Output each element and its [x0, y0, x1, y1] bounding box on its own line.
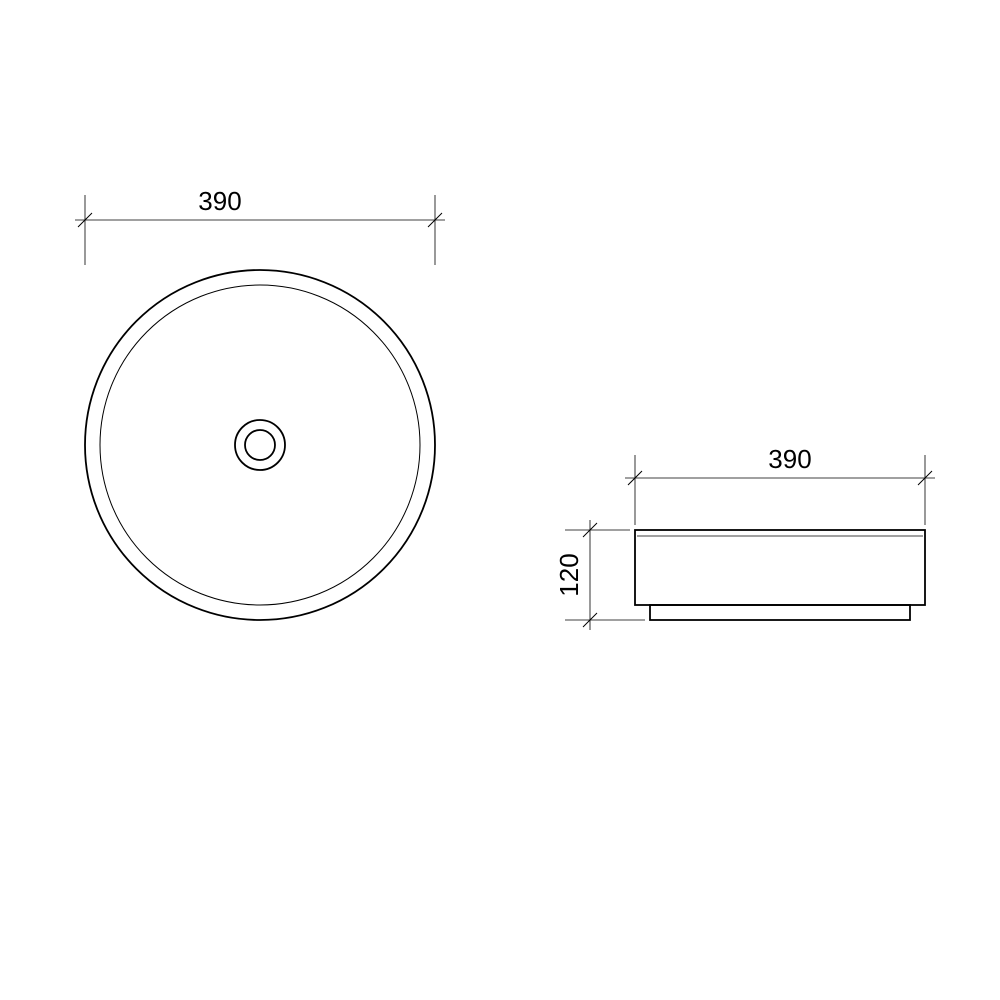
technical-drawing: 390 390 120	[0, 0, 1000, 1000]
drain-inner-circle	[245, 430, 275, 460]
basin-body-rect	[635, 530, 925, 605]
top-view	[85, 270, 435, 620]
top-view-width-label: 390	[198, 186, 241, 216]
drain-outer-circle	[235, 420, 285, 470]
basin-base-rect	[650, 605, 910, 620]
side-view-width-label: 390	[768, 444, 811, 474]
basin-rim-circle	[100, 285, 420, 605]
side-view-width-dimension: 390	[625, 444, 935, 525]
side-view-height-label: 120	[554, 553, 584, 596]
side-view	[635, 530, 925, 620]
side-view-height-dimension: 120	[554, 520, 645, 630]
basin-outer-circle	[85, 270, 435, 620]
top-view-width-dimension: 390	[75, 186, 445, 265]
